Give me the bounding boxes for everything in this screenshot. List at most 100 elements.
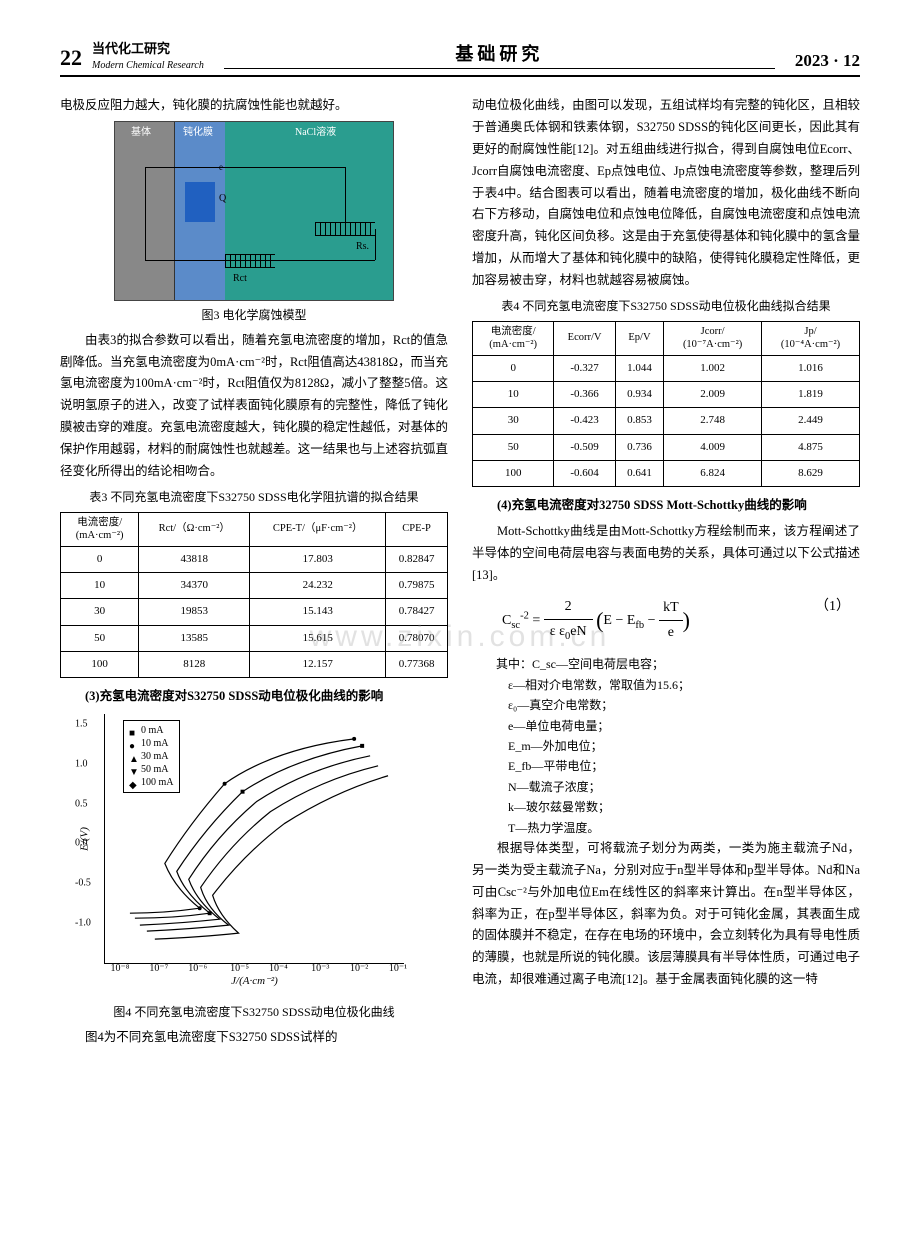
substrate-label: 基体 <box>131 124 151 142</box>
table-row: 0-0.3271.0441.0021.016 <box>473 355 860 381</box>
table-row: 50-0.5090.7364.0094.875 <box>473 434 860 460</box>
table-cell: 10 <box>473 382 554 408</box>
table-cell: 15.615 <box>250 625 386 651</box>
solution-label: NaCl溶液 <box>295 124 336 142</box>
rct-resistor-icon <box>225 254 275 268</box>
table-cell: 34370 <box>139 573 250 599</box>
table-header-cell: 电流密度/(mA·cm⁻²) <box>473 321 554 355</box>
x-axis-tick: 10⁻³ <box>311 960 329 978</box>
two-column-layout: 电极反应阻力越大，钝化膜的抗腐蚀性能也就越好。 基体 钝化膜 NaCl溶液 Q … <box>60 95 860 1049</box>
intro-line: 电极反应阻力越大，钝化膜的抗腐蚀性能也就越好。 <box>60 95 448 117</box>
rct-label: Rct <box>233 270 247 288</box>
table-cell: 0.77368 <box>386 651 448 677</box>
table-cell: 10 <box>61 573 139 599</box>
table-header-cell: Ep/V <box>615 321 663 355</box>
table-row: 103437024.2320.79875 <box>61 573 448 599</box>
table-row: 100812812.1570.77368 <box>61 651 448 677</box>
symbol-definition-list: 其中：C_sc—空间电荷层电容；ε—相对介电常数，常取值为15.6；ε₀—真空介… <box>508 654 860 838</box>
section-heading: 基础研究 <box>224 40 775 69</box>
x-axis-tick: 10⁻⁷ <box>149 960 168 978</box>
table-cell: -0.327 <box>554 355 615 381</box>
journal-block: 当代化工研究 Modern Chemical Research <box>92 42 204 71</box>
q-label: Q <box>219 190 226 208</box>
table-cell: -0.604 <box>554 460 615 486</box>
table-cell: 0.641 <box>615 460 663 486</box>
table-cell: 100 <box>473 460 554 486</box>
rs-resistor-icon <box>315 222 375 236</box>
table-header-cell: CPE-T/（μF·cm⁻²） <box>250 512 386 546</box>
table-header-cell: Ecorr/V <box>554 321 615 355</box>
section-4-heading: (4)充氢电流密度对32750 SDSS Mott-Schottky曲线的影响 <box>472 495 860 517</box>
definition-line: k—玻尔兹曼常数； <box>508 797 860 817</box>
figure-4-caption: 图4 不同充氢电流密度下S32750 SDSS动电位极化曲线 <box>60 1004 448 1021</box>
definition-line: E_m—外加电位； <box>508 736 860 756</box>
table-cell: 24.232 <box>250 573 386 599</box>
section-3-heading: (3)充氢电流密度对S32750 SDSS动电位极化曲线的影响 <box>60 686 448 708</box>
definition-line: ε—相对介电常数，常取值为15.6； <box>508 675 860 695</box>
page-header: 22 当代化工研究 Modern Chemical Research 基础研究 … <box>60 40 860 77</box>
left-closing-text: 图4为不同充氢电流密度下S32750 SDSS试样的 <box>60 1027 448 1049</box>
table-cell: 8128 <box>139 651 250 677</box>
table-header-cell: CPE-P <box>386 512 448 546</box>
x-axis-tick: 10⁻⁸ <box>111 960 130 978</box>
right-paragraph-1: 动电位极化曲线，由图可以发现，五组试样均有完整的钝化区，且相较于普通奥氏体钢和铁… <box>472 95 860 292</box>
table-cell: 1.819 <box>762 382 860 408</box>
table-row: 100-0.6040.6416.8248.629 <box>473 460 860 486</box>
table-cell: 4.875 <box>762 434 860 460</box>
table-3: 电流密度/(mA·cm⁻²)Rct/（Ω·cm⁻²）CPE-T/（μF·cm⁻²… <box>60 512 448 679</box>
table-header-cell: Jcorr/(10⁻⁷A·cm⁻²) <box>664 321 762 355</box>
left-column: 电极反应阻力越大，钝化膜的抗腐蚀性能也就越好。 基体 钝化膜 NaCl溶液 Q … <box>60 95 448 1049</box>
table-header-cell: Jp/(10⁻⁴A·cm⁻²) <box>762 321 860 355</box>
y-axis-tick: -1.0 <box>75 914 91 932</box>
x-axis-tick: 10⁻¹ <box>389 960 407 978</box>
table-cell: 17.803 <box>250 546 386 572</box>
table-cell: 0.736 <box>615 434 663 460</box>
polarization-curves-icon <box>105 714 404 963</box>
table-cell: 2.009 <box>664 382 762 408</box>
table-cell: 1.002 <box>664 355 762 381</box>
table-3-caption: 表3 不同充氢电流密度下S32750 SDSS电化学阻抗谱的拟合结果 <box>60 489 448 506</box>
table-row: 04381817.8030.82847 <box>61 546 448 572</box>
table-cell: 0.853 <box>615 408 663 434</box>
table-cell: 30 <box>61 599 139 625</box>
table-cell: 0.934 <box>615 382 663 408</box>
table-cell: 0.78427 <box>386 599 448 625</box>
q-element <box>185 182 215 222</box>
table-cell: 0 <box>473 355 554 381</box>
figure-4-chart: E/(V) J/(A·cm⁻²) ■0 mA●10 mA▲30 mA▼50 mA… <box>104 714 404 964</box>
table-cell: 1.044 <box>615 355 663 381</box>
table-cell: 30 <box>473 408 554 434</box>
definition-line: e—单位电荷电量； <box>508 716 860 736</box>
x-axis-tick: 10⁻² <box>350 960 368 978</box>
table-cell: 15.143 <box>250 599 386 625</box>
table-header-cell: Rct/（Ω·cm⁻²） <box>139 512 250 546</box>
issue-info: 2023 · 12 <box>795 51 860 71</box>
table-cell: 6.824 <box>664 460 762 486</box>
table-cell: 12.157 <box>250 651 386 677</box>
equation-1: Csc-2 = 2 ε ε0eN (E − Efb − kT e ) （1） <box>502 595 860 647</box>
y-axis-tick: 1.0 <box>75 755 88 773</box>
definition-line: N—载流子浓度； <box>508 777 860 797</box>
right-paragraph-2: Mott-Schottky曲线是由Mott-Schottky方程绘制而来，该方程… <box>472 521 860 587</box>
journal-name-cn: 当代化工研究 <box>92 41 170 56</box>
table-cell: -0.423 <box>554 408 615 434</box>
definition-line: 其中：C_sc—空间电荷层电容； <box>496 654 860 674</box>
right-paragraph-3: 根据导体类型，可将载流子划分为两类，一类为施主载流子Nd，另一类为受主载流子Na… <box>472 838 860 991</box>
y-axis-tick: -0.5 <box>75 875 91 893</box>
right-column: 动电位极化曲线，由图可以发现，五组试样均有完整的钝化区，且相较于普通奥氏体钢和铁… <box>472 95 860 1049</box>
table-cell: 4.009 <box>664 434 762 460</box>
table-cell: -0.509 <box>554 434 615 460</box>
table-cell: 13585 <box>139 625 250 651</box>
table-cell: 0.82847 <box>386 546 448 572</box>
definition-line: E_fb—平带电位； <box>508 756 860 776</box>
x-axis-tick: 10⁻⁵ <box>230 960 249 978</box>
table-cell: 43818 <box>139 546 250 572</box>
x-axis-tick: 10⁻⁴ <box>269 960 288 978</box>
figure-3-diagram: 基体 钝化膜 NaCl溶液 Q e Rs. Rct <box>114 121 394 301</box>
table-cell: -0.366 <box>554 382 615 408</box>
x-axis-tick: 10⁻⁶ <box>188 960 207 978</box>
table-row: 501358515.6150.78070 <box>61 625 448 651</box>
table-cell: 0 <box>61 546 139 572</box>
table-cell: 0.79875 <box>386 573 448 599</box>
journal-name-en: Modern Chemical Research <box>92 60 204 71</box>
